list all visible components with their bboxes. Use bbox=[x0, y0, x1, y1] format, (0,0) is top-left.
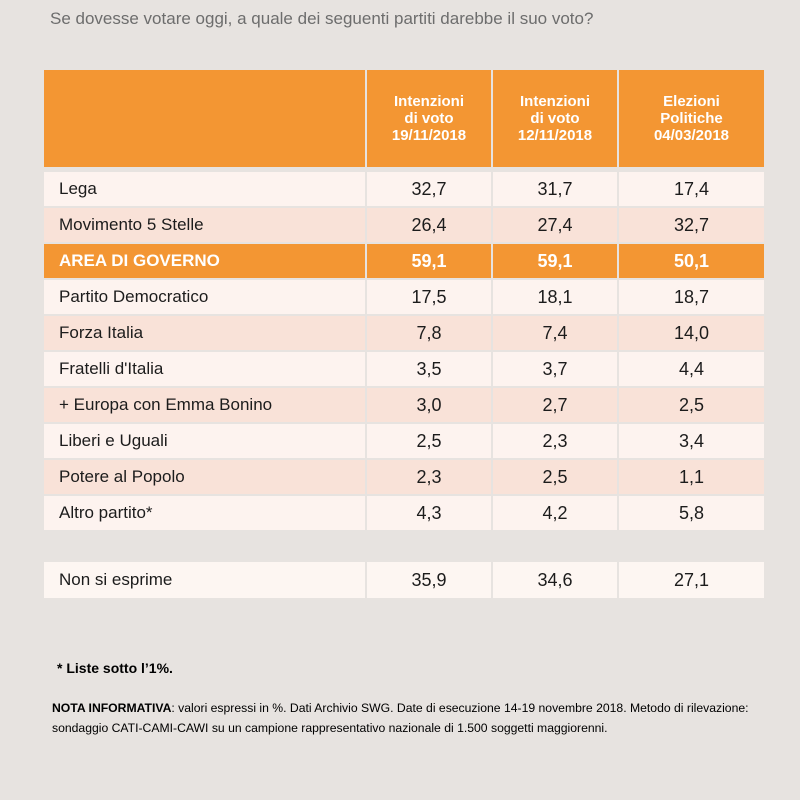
party-label: + Europa con Emma Bonino bbox=[44, 386, 367, 422]
party-label: Liberi e Uguali bbox=[44, 422, 367, 458]
value-cell: 27,1 bbox=[619, 560, 764, 598]
value-cell: 4,4 bbox=[619, 350, 764, 386]
note-label: NOTA INFORMATIVA bbox=[52, 701, 172, 715]
value-cell: 3,0 bbox=[367, 386, 493, 422]
party-label: AREA DI GOVERNO bbox=[44, 242, 367, 278]
party-label: Partito Democratico bbox=[44, 278, 367, 314]
table-row-non-si-esprime: Non si esprime 35,9 34,6 27,1 bbox=[44, 560, 764, 598]
value-cell: 1,1 bbox=[619, 458, 764, 494]
value-cell: 2,5 bbox=[619, 386, 764, 422]
value-cell: 27,4 bbox=[493, 206, 619, 242]
value-cell: 32,7 bbox=[619, 206, 764, 242]
value-cell: 34,6 bbox=[493, 560, 619, 598]
value-cell: 3,7 bbox=[493, 350, 619, 386]
party-label: Forza Italia bbox=[44, 314, 367, 350]
column-header-line: 19/11/2018 bbox=[391, 127, 467, 144]
column-header-line: di voto bbox=[530, 110, 580, 127]
table-header: Intenzioni di voto 19/11/2018 Intenzioni… bbox=[44, 70, 764, 167]
table-row: Partito Democratico 17,5 18,1 18,7 bbox=[44, 278, 764, 314]
value-cell: 4,3 bbox=[367, 494, 493, 530]
table-row: Forza Italia 7,8 7,4 14,0 bbox=[44, 314, 764, 350]
value-cell: 17,5 bbox=[367, 278, 493, 314]
party-label: Non si esprime bbox=[44, 560, 367, 598]
value-cell: 3,4 bbox=[619, 422, 764, 458]
column-header-line: Intenzioni bbox=[394, 93, 464, 110]
party-label: Lega bbox=[44, 170, 367, 206]
table-row: + Europa con Emma Bonino 3,0 2,7 2,5 bbox=[44, 386, 764, 422]
value-cell: 2,3 bbox=[493, 422, 619, 458]
table-row: Liberi e Uguali 2,5 2,3 3,4 bbox=[44, 422, 764, 458]
column-header-line: 12/11/2018 bbox=[517, 127, 593, 144]
table-row-area-governo: AREA DI GOVERNO 59,1 59,1 50,1 bbox=[44, 242, 764, 278]
value-cell: 4,2 bbox=[493, 494, 619, 530]
value-cell: 32,7 bbox=[367, 170, 493, 206]
value-cell: 2,3 bbox=[367, 458, 493, 494]
value-cell: 5,8 bbox=[619, 494, 764, 530]
table-row: Fratelli d'Italia 3,5 3,7 4,4 bbox=[44, 350, 764, 386]
header-corner bbox=[44, 70, 367, 167]
value-cell: 2,7 bbox=[493, 386, 619, 422]
value-cell: 31,7 bbox=[493, 170, 619, 206]
value-cell: 18,1 bbox=[493, 278, 619, 314]
column-header: Elezioni Politiche 04/03/2018 bbox=[619, 70, 764, 167]
value-cell: 17,4 bbox=[619, 170, 764, 206]
value-cell: 14,0 bbox=[619, 314, 764, 350]
value-cell: 35,9 bbox=[367, 560, 493, 598]
footnote: * Liste sotto l’1%. bbox=[57, 660, 173, 676]
methodology-note: NOTA INFORMATIVA: valori espressi in %. … bbox=[52, 698, 772, 738]
table-row: Potere al Popolo 2,3 2,5 1,1 bbox=[44, 458, 764, 494]
column-header: Intenzioni di voto 12/11/2018 bbox=[493, 70, 619, 167]
party-label: Movimento 5 Stelle bbox=[44, 206, 367, 242]
value-cell: 18,7 bbox=[619, 278, 764, 314]
value-cell: 3,5 bbox=[367, 350, 493, 386]
value-cell: 26,4 bbox=[367, 206, 493, 242]
column-header-line: Elezioni bbox=[663, 93, 720, 110]
value-cell: 7,4 bbox=[493, 314, 619, 350]
value-cell: 50,1 bbox=[619, 242, 764, 278]
value-cell: 2,5 bbox=[367, 422, 493, 458]
note-text: : valori espressi in %. Dati Archivio SW… bbox=[52, 701, 749, 735]
value-cell: 59,1 bbox=[367, 242, 493, 278]
value-cell: 2,5 bbox=[493, 458, 619, 494]
party-label: Altro partito* bbox=[44, 494, 367, 530]
table-row: Altro partito* 4,3 4,2 5,8 bbox=[44, 494, 764, 530]
table-row: Movimento 5 Stelle 26,4 27,4 32,7 bbox=[44, 206, 764, 242]
column-header: Intenzioni di voto 19/11/2018 bbox=[367, 70, 493, 167]
table-row: Lega 32,7 31,7 17,4 bbox=[44, 170, 764, 206]
survey-question: Se dovesse votare oggi, a quale dei segu… bbox=[50, 9, 594, 28]
party-label: Fratelli d'Italia bbox=[44, 350, 367, 386]
column-header-line: Politiche bbox=[660, 110, 723, 127]
column-header-line: di voto bbox=[404, 110, 454, 127]
value-cell: 59,1 bbox=[493, 242, 619, 278]
value-cell: 7,8 bbox=[367, 314, 493, 350]
column-header-line: 04/03/2018 bbox=[653, 127, 730, 144]
column-header-line: Intenzioni bbox=[520, 93, 590, 110]
party-label: Potere al Popolo bbox=[44, 458, 367, 494]
results-table: Intenzioni di voto 19/11/2018 Intenzioni… bbox=[44, 70, 764, 598]
